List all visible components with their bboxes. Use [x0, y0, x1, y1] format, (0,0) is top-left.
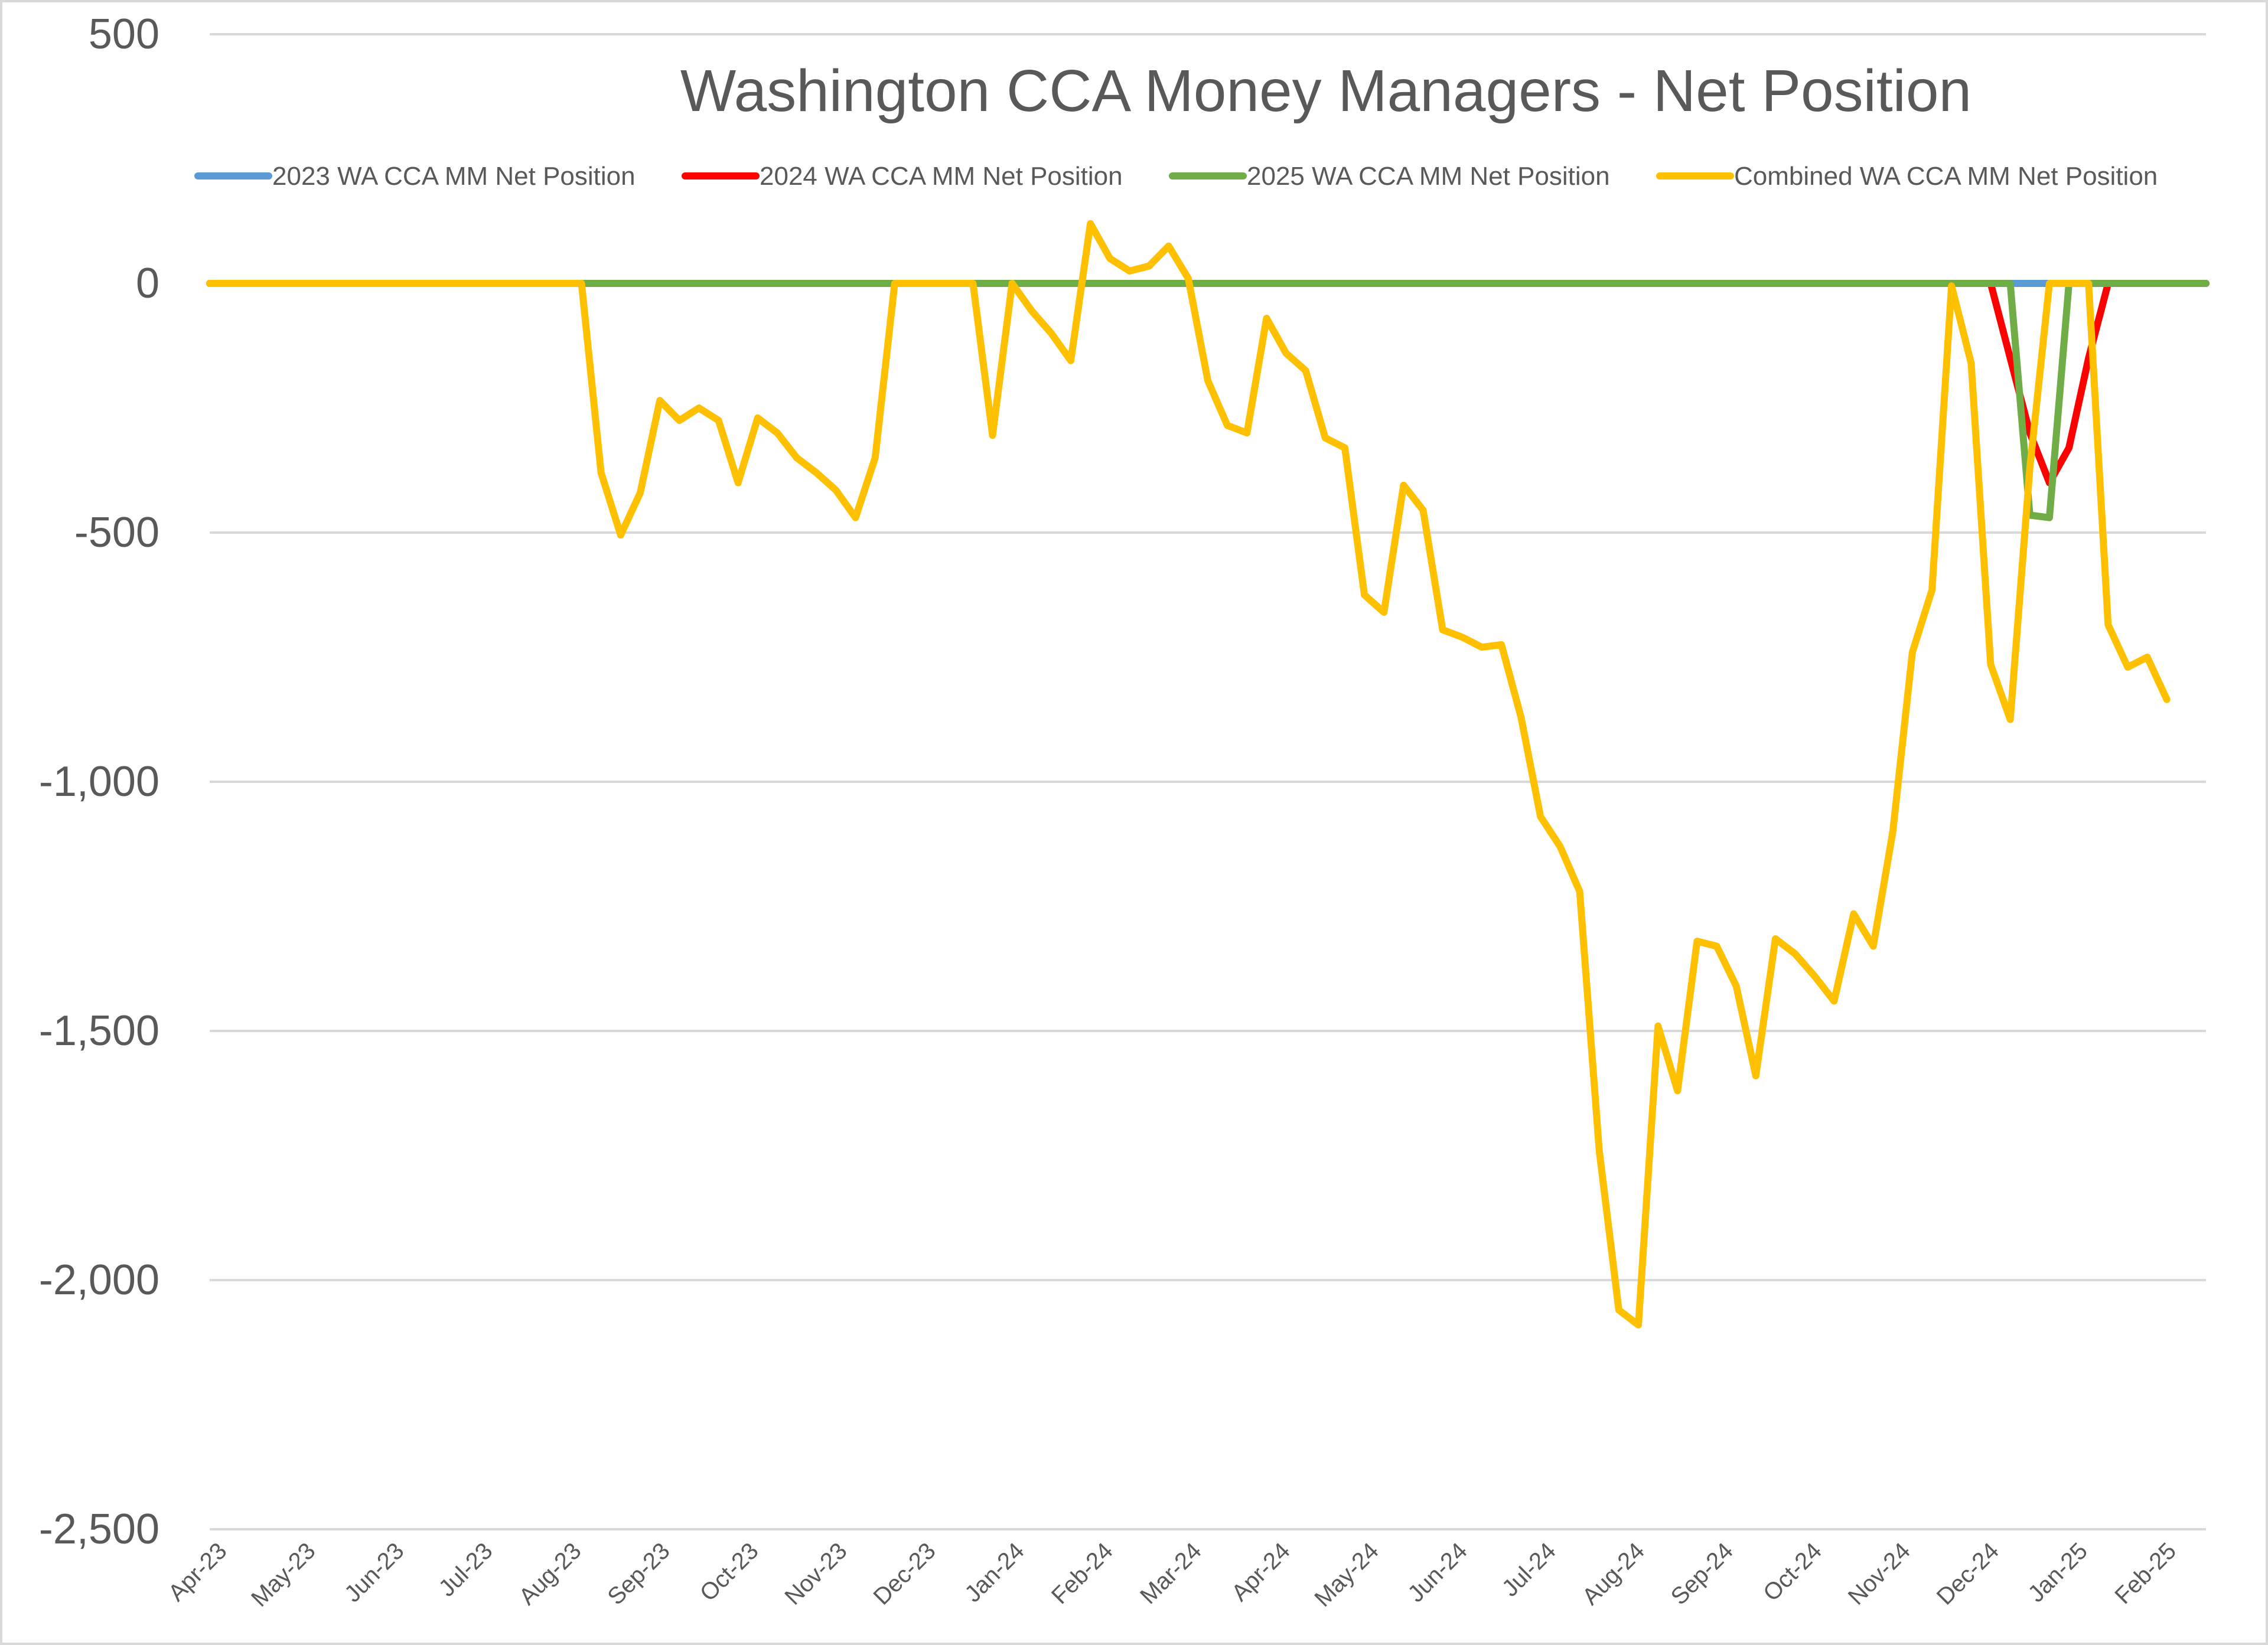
gridlines: [210, 33, 2206, 1530]
x-tick-label: May-23: [246, 1538, 320, 1611]
x-tick-label: Feb-24: [1047, 1538, 1118, 1609]
x-tick-label: Dec-24: [1932, 1538, 2004, 1610]
series-line-3: [206, 220, 2171, 1329]
x-tick-label: Jan-25: [2023, 1538, 2093, 1607]
y-tick-label: -1,500: [39, 1007, 159, 1055]
series-lines: [206, 220, 2210, 1329]
x-tick-label: Jun-24: [1403, 1538, 1472, 1607]
x-tick-label: Dec-23: [868, 1538, 940, 1610]
y-tick-label: 0: [136, 260, 159, 307]
y-axis-ticks: 500 0 -500 -1,000 -1,500 -2,000 -2,500: [39, 11, 159, 1553]
x-axis-ticks: Apr-23 May-23 Jun-23 Jul-23 Aug-23 Sep-23 Oct-…: [164, 1538, 2181, 1611]
y-tick-label: -2,000: [39, 1256, 159, 1304]
x-tick-label: Jul-24: [1497, 1538, 1561, 1601]
legend-label-1: 2024 WA CCA MM Net Position: [760, 162, 1123, 191]
series-line-2: [206, 280, 2210, 521]
legend: 2023 WA CCA MM Net Position 2024 WA CCA M…: [194, 162, 2158, 191]
x-tick-label: Nov-24: [1843, 1538, 1915, 1610]
x-tick-label: Jun-23: [340, 1538, 409, 1607]
x-tick-label: Aug-23: [514, 1538, 586, 1610]
x-tick-label: Feb-25: [2110, 1538, 2181, 1609]
x-tick-label: Jan-24: [960, 1538, 1029, 1607]
y-tick-label: 500: [89, 11, 159, 58]
legend-label-0: 2023 WA CCA MM Net Position: [272, 162, 636, 191]
x-tick-label: Sep-23: [602, 1538, 674, 1610]
legend-label-3: Combined WA CCA MM Net Position: [1734, 162, 2158, 191]
x-tick-label: Jul-23: [434, 1538, 497, 1601]
x-tick-label: Aug-24: [1578, 1538, 1650, 1610]
y-tick-label: -2,500: [39, 1506, 159, 1553]
x-tick-label: Sep-24: [1666, 1538, 1738, 1610]
x-tick-label: Oct-23: [695, 1538, 764, 1606]
y-tick-label: -500: [74, 509, 159, 556]
x-tick-label: Oct-24: [1758, 1538, 1827, 1606]
y-tick-label: -1,000: [39, 758, 159, 805]
chart-title: Washington CCA Money Managers - Net Posi…: [680, 58, 1972, 124]
x-tick-label: Nov-23: [780, 1538, 852, 1610]
legend-label-2: 2025 WA CCA MM Net Position: [1247, 162, 1610, 191]
x-tick-label: Apr-23: [164, 1538, 232, 1606]
x-tick-label: Apr-24: [1227, 1538, 1295, 1606]
x-tick-label: Mar-24: [1135, 1538, 1207, 1609]
x-tick-label: May-24: [1309, 1538, 1383, 1611]
